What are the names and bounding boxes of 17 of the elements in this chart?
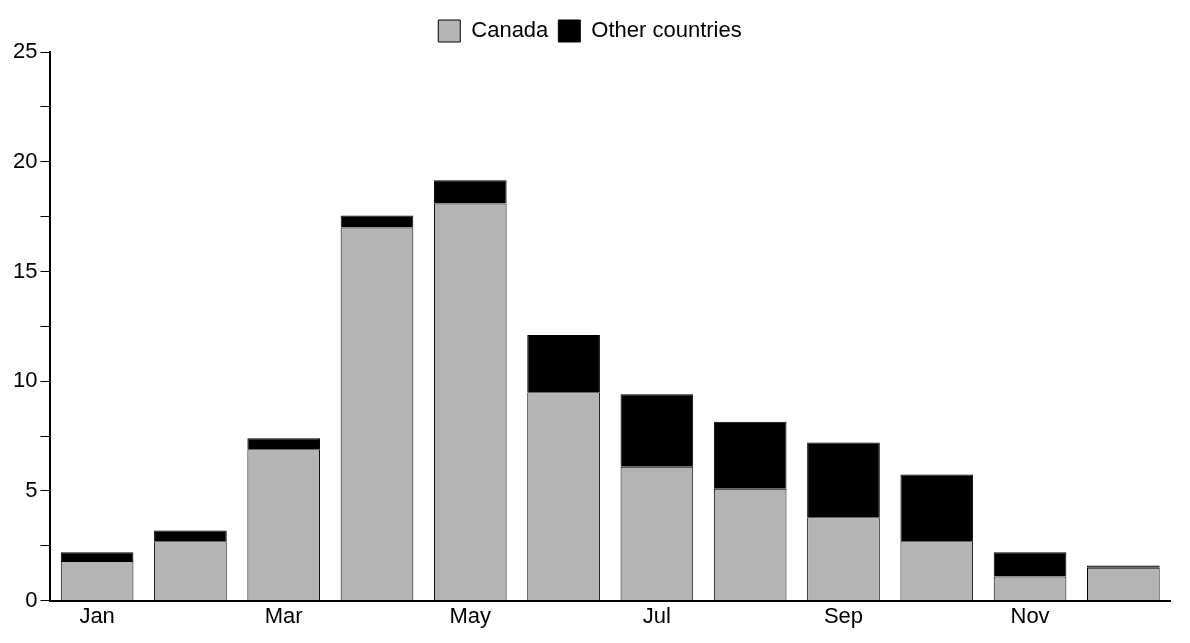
y-tick-label: 5 [25,476,38,502]
x-tick-label: May [449,602,492,628]
bar [527,335,600,393]
bar [154,530,227,542]
x-tick-label: Mar [264,602,303,628]
x-tick-label: Jan [79,602,115,628]
y-tick-label: 0 [25,586,38,612]
y-tick-label: 20 [12,147,38,173]
x-tick-label: Nov [1010,602,1050,628]
bar [807,442,880,518]
y-tick-label: 15 [12,257,38,283]
x-tick-label: Sep [823,602,864,628]
y-tick-label: 10 [12,367,38,393]
legend-label: Other countries [591,17,742,43]
x-tick-label: Jul [642,602,671,628]
legend-label: Canada [471,17,550,43]
y-tick-label: 25 [12,38,38,64]
